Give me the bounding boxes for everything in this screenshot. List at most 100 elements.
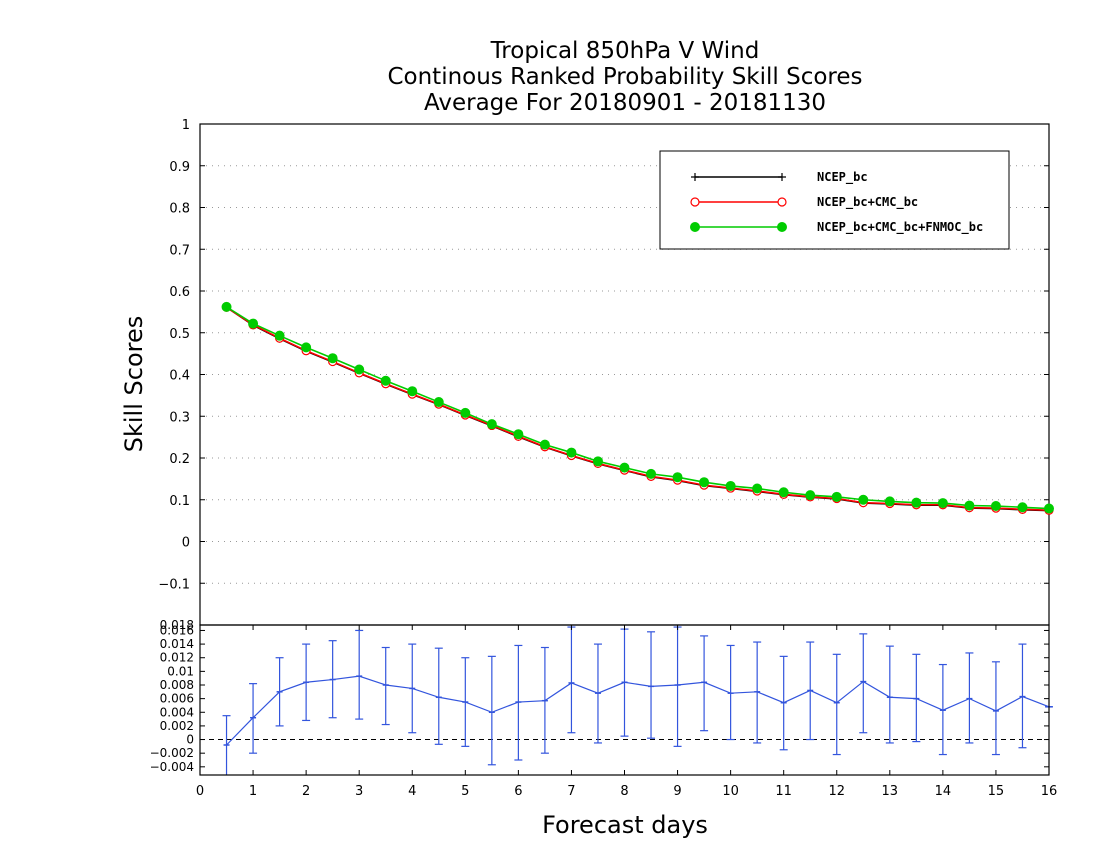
point-2-15 — [619, 462, 630, 473]
legend: NCEP_bc NCEP_bc+CMC_bc NCEP_bc+CMC_bc+FNMO… — [659, 150, 1010, 250]
point-2-29 — [990, 501, 1001, 512]
point-2-9 — [460, 407, 471, 418]
xtick-label-7: 7 — [567, 784, 575, 799]
legend-marker-0-0 — [691, 173, 699, 181]
xtick-label-8: 8 — [620, 784, 628, 799]
point-2-6 — [380, 375, 391, 386]
ytick-label-bottom-2: 0.012 — [160, 651, 194, 665]
point-2-8 — [433, 397, 444, 408]
point-2-23 — [831, 491, 842, 502]
point-2-31 — [1044, 503, 1054, 514]
point-2-22 — [805, 490, 816, 501]
ytick-label-top-3: 0.7 — [169, 243, 190, 258]
bottom-panel: 0.0160.0140.0120.010.0080.0060.0040.0020… — [150, 618, 1058, 799]
xtick-label-1: 1 — [249, 784, 257, 799]
point-2-11 — [513, 429, 524, 440]
legend-label-1: NCEP_bc+CMC_bc — [817, 195, 918, 210]
point-2-5 — [354, 364, 365, 375]
legend-marker-2-0 — [690, 222, 700, 232]
ytick-label-top-6: 0.4 — [169, 369, 190, 384]
xtick-label-9: 9 — [673, 784, 681, 799]
ytick-label-top-10: 0 — [182, 536, 190, 551]
legend-label-0: NCEP_bc — [817, 170, 868, 185]
point-2-30 — [1017, 502, 1028, 513]
ytick-label-bottom-top: 0.018 — [160, 618, 194, 632]
point-2-4 — [327, 353, 338, 364]
ytick-label-bottom-8: 0 — [186, 733, 194, 747]
xtick-label-3: 3 — [355, 784, 363, 799]
ytick-label-top-11: −0.1 — [158, 577, 190, 592]
ytick-label-bottom-9: −0.002 — [150, 746, 194, 760]
series-line-1 — [226, 306, 1050, 511]
point-2-3 — [301, 342, 312, 353]
point-2-17 — [672, 472, 683, 483]
ytick-label-top-4: 0.6 — [169, 285, 190, 300]
point-2-19 — [725, 480, 736, 491]
series-line-2 — [226, 306, 1050, 510]
ytick-label-top-0: 1 — [182, 118, 190, 133]
legend-box — [659, 150, 1010, 250]
legend-marker-1-0 — [690, 197, 700, 207]
point-2-12 — [539, 439, 550, 450]
ytick-label-bottom-1: 0.014 — [160, 637, 194, 651]
ytick-label-top-2: 0.8 — [169, 202, 190, 217]
xtick-label-15: 15 — [988, 784, 1005, 799]
legend-marker-2-1 — [777, 222, 787, 232]
ytick-label-bottom-0: 0.016 — [160, 623, 194, 637]
ytick-label-top-9: 0.1 — [169, 494, 190, 509]
ytick-label-bottom-7: 0.002 — [160, 719, 194, 733]
point-2-14 — [592, 456, 603, 467]
xtick-label-10: 10 — [722, 784, 739, 799]
top-panel: 1 0.9 0.8 0.7 0.6 0.5 0.4 0.3 0.2 0.1 0 −0.1 NCEP_bc… — [158, 118, 1054, 626]
point-2-10 — [486, 419, 497, 430]
series-2 — [221, 301, 1054, 514]
point-2-20 — [752, 483, 763, 494]
error-bars — [222, 626, 1053, 775]
point-2-21 — [778, 487, 789, 498]
ytick-label-bottom-4: 0.008 — [160, 678, 194, 692]
point-2-1 — [248, 318, 259, 329]
xtick-label-11: 11 — [775, 784, 792, 799]
ytick-label-bottom-5: 0.006 — [160, 692, 194, 706]
ytick-label-bottom-6: 0.004 — [160, 705, 194, 719]
point-2-7 — [407, 386, 418, 397]
ytick-label-bottom-10: −0.004 — [150, 760, 194, 774]
xtick-label-4: 4 — [408, 784, 416, 799]
xtick-label-6: 6 — [514, 784, 522, 799]
xtick-label-16: 16 — [1041, 784, 1058, 799]
point-2-13 — [566, 447, 577, 458]
xtick-label-2: 2 — [302, 784, 310, 799]
legend-marker-0-1 — [778, 173, 786, 181]
xtick-label-14: 14 — [935, 784, 952, 799]
series-1 — [221, 302, 1054, 515]
point-2-0 — [221, 301, 232, 312]
ytick-label-bottom-3: 0.01 — [167, 664, 194, 678]
x-axis-title: Forecast days — [542, 811, 708, 839]
chart-title-line-3: Average For 20180901 - 20181130 — [424, 90, 826, 116]
ytick-label-top-7: 0.3 — [169, 410, 190, 425]
chart-title-line-2: Continous Ranked Probability Skill Score… — [387, 64, 862, 90]
chart-title-line-1: Tropical 850hPa V Wind — [490, 38, 760, 64]
legend-label-2: NCEP_bc+CMC_bc+FNMOC_bc — [817, 220, 983, 235]
point-2-18 — [699, 477, 710, 488]
series-0 — [222, 303, 1053, 515]
y-axis-title: Skill Scores — [120, 316, 148, 453]
series-line-0 — [226, 306, 1050, 512]
xtick-label-13: 13 — [882, 784, 899, 799]
point-2-24 — [858, 494, 869, 505]
xtick-label-12: 12 — [828, 784, 845, 799]
point-2-26 — [911, 497, 922, 508]
xtick-label-0: 0 — [196, 784, 204, 799]
ytick-label-top-1: 0.9 — [169, 160, 190, 175]
legend-marker-1-1 — [777, 197, 787, 207]
ytick-label-top-8: 0.2 — [169, 452, 190, 467]
point-2-27 — [937, 498, 948, 509]
point-2-25 — [884, 496, 895, 507]
difference-line — [226, 675, 1050, 746]
ytick-label-top-5: 0.5 — [169, 327, 190, 342]
point-2-16 — [646, 468, 657, 479]
xtick-label-5: 5 — [461, 784, 469, 799]
